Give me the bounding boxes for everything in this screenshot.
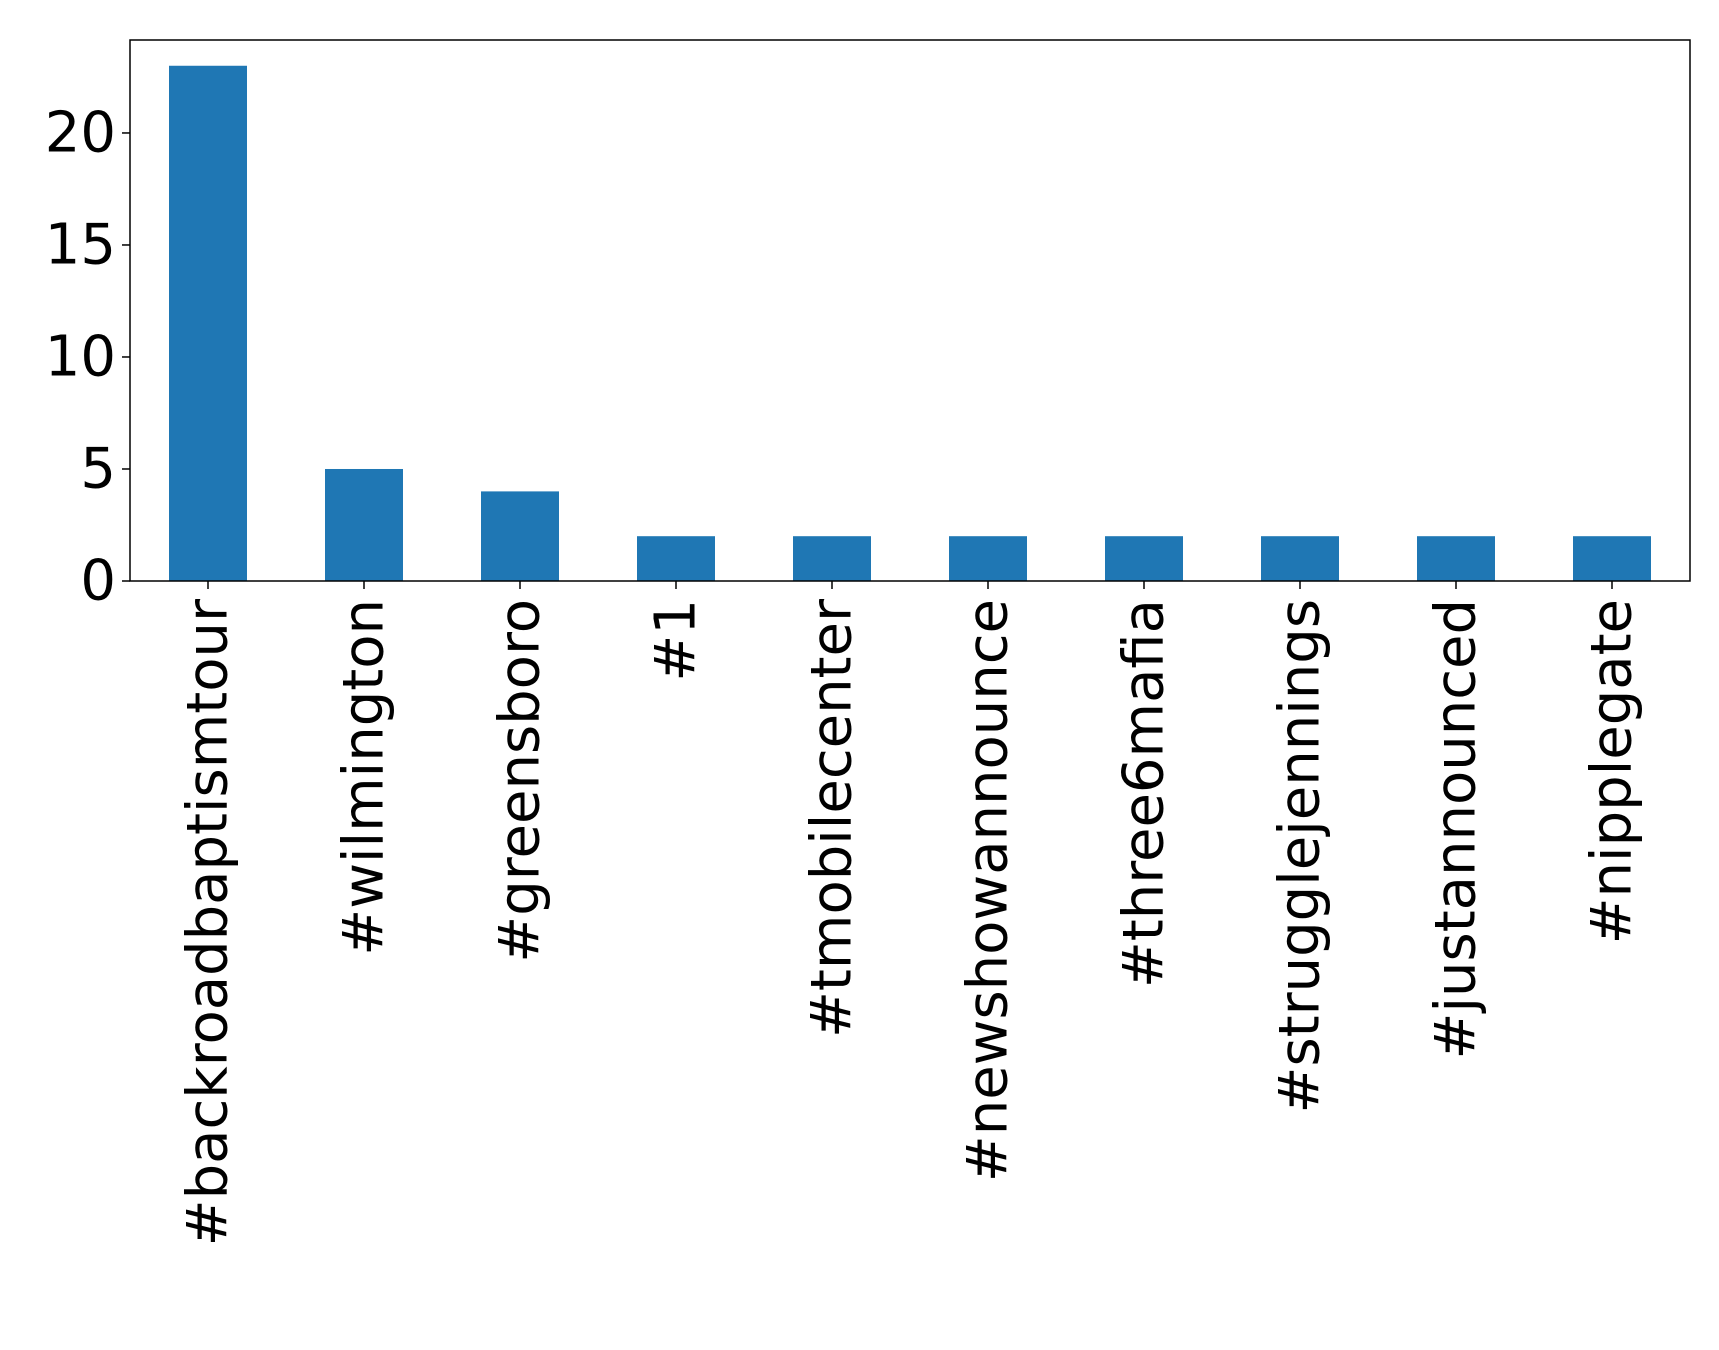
bar bbox=[1261, 536, 1339, 581]
x-tick-label: #1 bbox=[644, 599, 709, 682]
x-tick-label: #justannounced bbox=[1424, 599, 1489, 1059]
y-tick-label: 10 bbox=[45, 324, 116, 389]
bar bbox=[481, 491, 559, 581]
x-tick-label: #strugglejennings bbox=[1268, 599, 1333, 1113]
bar bbox=[949, 536, 1027, 581]
plot-frame bbox=[129, 39, 1691, 582]
y-tick-label: 0 bbox=[80, 549, 116, 614]
x-tick-label: #wilmington bbox=[332, 599, 397, 956]
x-tick-label: #three6mafia bbox=[1112, 599, 1177, 988]
x-tick-label: #tmobilecenter bbox=[800, 598, 865, 1038]
y-tick-label: 15 bbox=[45, 212, 116, 277]
bar bbox=[325, 468, 403, 581]
x-tick-label: #nipplegate bbox=[1580, 599, 1645, 944]
x-axis: #backroadbaptismtour #wilmington #greensbo… bbox=[176, 581, 1645, 1246]
bar bbox=[1417, 536, 1495, 581]
bar bbox=[1105, 536, 1183, 581]
x-tick-label: #newshowannounce bbox=[956, 599, 1021, 1182]
bars-group bbox=[169, 65, 1651, 581]
bar bbox=[169, 65, 247, 581]
y-axis: 0 5 10 15 20 bbox=[45, 100, 130, 614]
bar bbox=[793, 536, 871, 581]
bar bbox=[1573, 536, 1651, 581]
x-tick-label: #greensboro bbox=[488, 599, 553, 963]
y-tick-label: 5 bbox=[80, 436, 116, 501]
y-tick-label: 20 bbox=[45, 100, 116, 165]
x-tick-label: #backroadbaptismtour bbox=[176, 598, 241, 1246]
bar bbox=[637, 536, 715, 581]
